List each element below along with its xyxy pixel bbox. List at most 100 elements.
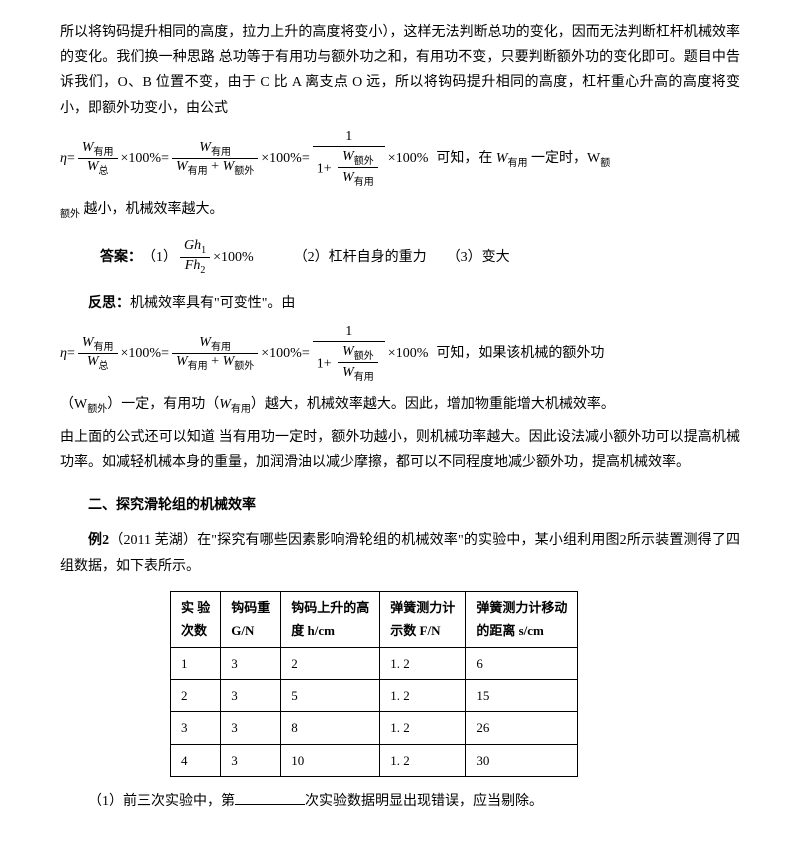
reflect-label: 反思：: [88, 296, 130, 311]
cell: 1. 2: [380, 744, 466, 776]
cell: 2: [171, 680, 221, 712]
sub-you-7: 有用: [188, 361, 208, 372]
blank-fill[interactable]: [235, 790, 305, 805]
cell: 1. 2: [380, 712, 466, 744]
table-row: 4 3 10 1. 2 30: [171, 744, 578, 776]
sub-you-8: 有用: [354, 372, 374, 383]
cell: 1. 2: [380, 647, 466, 679]
cell: 3: [221, 744, 281, 776]
para2-pre: 额外: [60, 209, 80, 220]
equals-2: =: [161, 146, 169, 171]
w-2: W: [87, 159, 99, 174]
w-11: W: [176, 354, 188, 369]
table-row: 3 3 8 1. 2 26: [171, 712, 578, 744]
sub-you-2: 有用: [211, 146, 231, 157]
frac-2: W有用 W有用 + W额外: [172, 140, 258, 179]
table-header-row: 实 验次数 钩码重G/N 钩码上升的高度 h/cm 弹簧测力计示数 F/N 弹簧…: [171, 591, 578, 647]
col-3: 弹簧测力计示数 F/N: [380, 591, 466, 647]
q1-post: 次实验数据明显出现错误，应当剔除。: [305, 794, 543, 809]
table-body: 1 3 2 1. 2 6 2 3 5 1. 2 15 3 3 8 1. 2 26: [171, 647, 578, 777]
cell: 1. 2: [380, 680, 466, 712]
w-3: W: [199, 140, 211, 155]
cell: 26: [466, 712, 578, 744]
answer-3: （3）变大: [447, 245, 510, 270]
formula-tail-1: 可知，在 W有用 一定时，W额: [436, 146, 610, 173]
w-5: W: [223, 159, 235, 174]
w-8: W: [82, 335, 94, 350]
answer-2: （2）杠杆自身的重力: [294, 245, 427, 270]
q1-pre: （1）前三次实验中，第: [88, 794, 235, 809]
w-14: W: [342, 365, 354, 380]
cell: 8: [281, 712, 380, 744]
one-1: 1: [313, 129, 385, 147]
sub-zong-2: 总: [99, 361, 109, 372]
cell: 3: [171, 712, 221, 744]
formula-efficiency-2: η = W有用 W总 ×100% = W有用 W有用 + W额外 ×100% =…: [60, 324, 740, 384]
equals-4: =: [67, 341, 75, 366]
example-2-text: （2011 芜湖）在"探究有哪些因素影响滑轮组的机械效率"的实验中，某小组利用图…: [60, 533, 740, 573]
times100-4: ×100%: [121, 341, 162, 366]
w-tail: W: [496, 151, 508, 166]
experiment-data-table: 实 验次数 钩码重G/N 钩码上升的高度 h/cm 弹簧测力计示数 F/N 弹簧…: [170, 591, 578, 777]
w-9: W: [87, 354, 99, 369]
sub-you-4: 有用: [354, 177, 374, 188]
w-4: W: [176, 159, 188, 174]
sub-e-tail: 额: [600, 157, 610, 168]
sub-ewai-4: 额外: [354, 350, 374, 361]
eta-symbol-2: η: [60, 341, 67, 366]
times100-ans: ×100%: [213, 245, 254, 270]
cell: 10: [281, 744, 380, 776]
paragraph-1: 所以将钩码提升相同的高度，拉力上升的高度将变小），这样无法判断总功的变化，因而无…: [60, 20, 740, 121]
w-6: W: [342, 149, 354, 164]
eta-symbol: η: [60, 146, 67, 171]
cell: 4: [171, 744, 221, 776]
frac-6: 1 1+ W额外 W有用: [313, 324, 385, 384]
sub-2: 2: [200, 265, 205, 276]
w-7: W: [342, 170, 354, 185]
cell: 3: [221, 712, 281, 744]
cell: 15: [466, 680, 578, 712]
sub-you-3: 有用: [188, 166, 208, 177]
p3b: ）一定，有用功（: [107, 397, 219, 412]
sub-you-5: 有用: [94, 341, 114, 352]
paragraph-2: 额外 越小，机械效率越大。: [60, 197, 740, 224]
answer-row: 答案： （1） Gh1 Fh2 ×100% （2）杠杆自身的重力 （3）变大: [60, 238, 740, 277]
frac-5: W有用 W有用 + W额外: [172, 335, 258, 374]
sub-ewai-5: 额外: [87, 404, 107, 415]
answer-1-label: （1）: [142, 245, 177, 270]
sub-1: 1: [201, 245, 206, 256]
cell: 3: [221, 647, 281, 679]
document-page: 所以将钩码提升相同的高度，拉力上升的高度将变小），这样无法判断总功的变化，因而无…: [0, 0, 800, 840]
cell: 5: [281, 680, 380, 712]
tail1a: 可知，在: [436, 151, 492, 166]
w-1: W: [82, 140, 94, 155]
frac-inner-2: W额外 W有用: [338, 344, 378, 385]
w-15: W: [219, 397, 231, 412]
question-1: （1）前三次实验中，第 次实验数据明显出现错误，应当剔除。: [60, 789, 740, 814]
one-plus-1: 1+: [317, 161, 332, 176]
times100-3: ×100%: [388, 146, 429, 171]
one-plus-2: 1+: [317, 356, 332, 371]
one-2: 1: [313, 324, 385, 342]
sub-you-9: 有用: [231, 404, 251, 415]
sub-you-1: 有用: [94, 146, 114, 157]
w-10: W: [199, 335, 211, 350]
table-head: 实 验次数 钩码重G/N 钩码上升的高度 h/cm 弹簧测力计示数 F/N 弹簧…: [171, 591, 578, 647]
fh-2: Fh: [185, 258, 201, 273]
equals-1: =: [67, 146, 75, 171]
times100-5: ×100%: [261, 341, 302, 366]
col-1: 钩码重G/N: [221, 591, 281, 647]
frac-1: W有用 W总: [78, 140, 118, 179]
sub-zong-1: 总: [99, 166, 109, 177]
sub-ewai-2: 额外: [354, 155, 374, 166]
frac-inner-1: W额外 W有用: [338, 149, 378, 190]
reflect-line: 反思：机械效率具有"可变性"。由: [60, 291, 740, 316]
col-2: 钩码上升的高度 h/cm: [281, 591, 380, 647]
paragraph-4: 由上面的公式还可以知道 当有用功一定时，额外功越小，则机械功率越大。因此设法减小…: [60, 425, 740, 475]
section-2-title: 二、探究滑轮组的机械效率: [60, 493, 740, 518]
table-row: 1 3 2 1. 2 6: [171, 647, 578, 679]
cell: 1: [171, 647, 221, 679]
sub-ewai-3: 额外: [234, 361, 254, 372]
p3c: ）越大，机械效率越大。因此，增加物重能增大机械效率。: [251, 397, 615, 412]
times100-2: ×100%: [261, 146, 302, 171]
